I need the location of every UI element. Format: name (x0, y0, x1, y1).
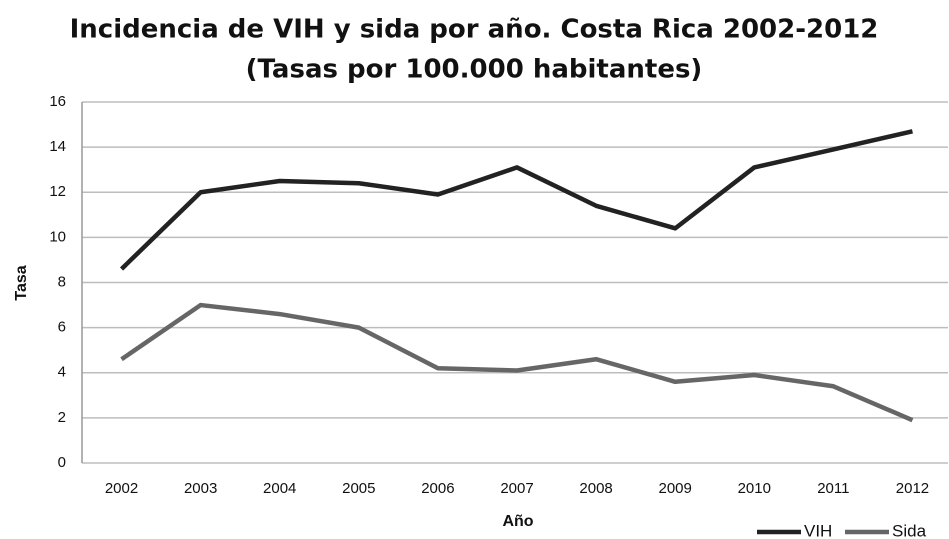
y-tick-label: 14 (49, 138, 66, 155)
x-tick-label: 2012 (896, 480, 929, 497)
y-axis-label: Tasa (13, 265, 30, 300)
y-tick-label: 0 (58, 454, 66, 471)
x-tick-label: 2010 (738, 480, 771, 497)
y-tick-label: 12 (49, 183, 66, 200)
legend-label: Sida (892, 521, 927, 539)
x-tick-label: 2011 (817, 480, 849, 497)
y-tick-label: 6 (58, 319, 66, 336)
x-tick-label: 2004 (263, 480, 296, 497)
x-tick-label: 2009 (658, 480, 691, 497)
chart-title: Incidencia de VIH y sida por año. Costa … (70, 15, 879, 45)
x-tick-label: 2008 (579, 480, 612, 497)
chart-subtitle: (Tasas por 100.000 habitantes) (246, 55, 703, 85)
x-tick-label: 2007 (500, 480, 533, 497)
y-tick-label: 2 (58, 409, 66, 426)
x-tick-label: 2006 (421, 480, 454, 497)
y-tick-label: 8 (58, 273, 66, 290)
x-axis-label: Año (502, 513, 533, 530)
legend-label: VIH (804, 521, 832, 539)
x-tick-label: 2002 (105, 480, 138, 497)
series-line (120, 302, 914, 423)
y-tick-label: 10 (49, 228, 66, 245)
y-tick-label: 4 (58, 364, 66, 381)
x-tick-label: 2005 (342, 480, 375, 497)
y-tick-label: 16 (49, 93, 66, 110)
x-tick-label: 2003 (184, 480, 217, 497)
series-line (119, 129, 913, 271)
